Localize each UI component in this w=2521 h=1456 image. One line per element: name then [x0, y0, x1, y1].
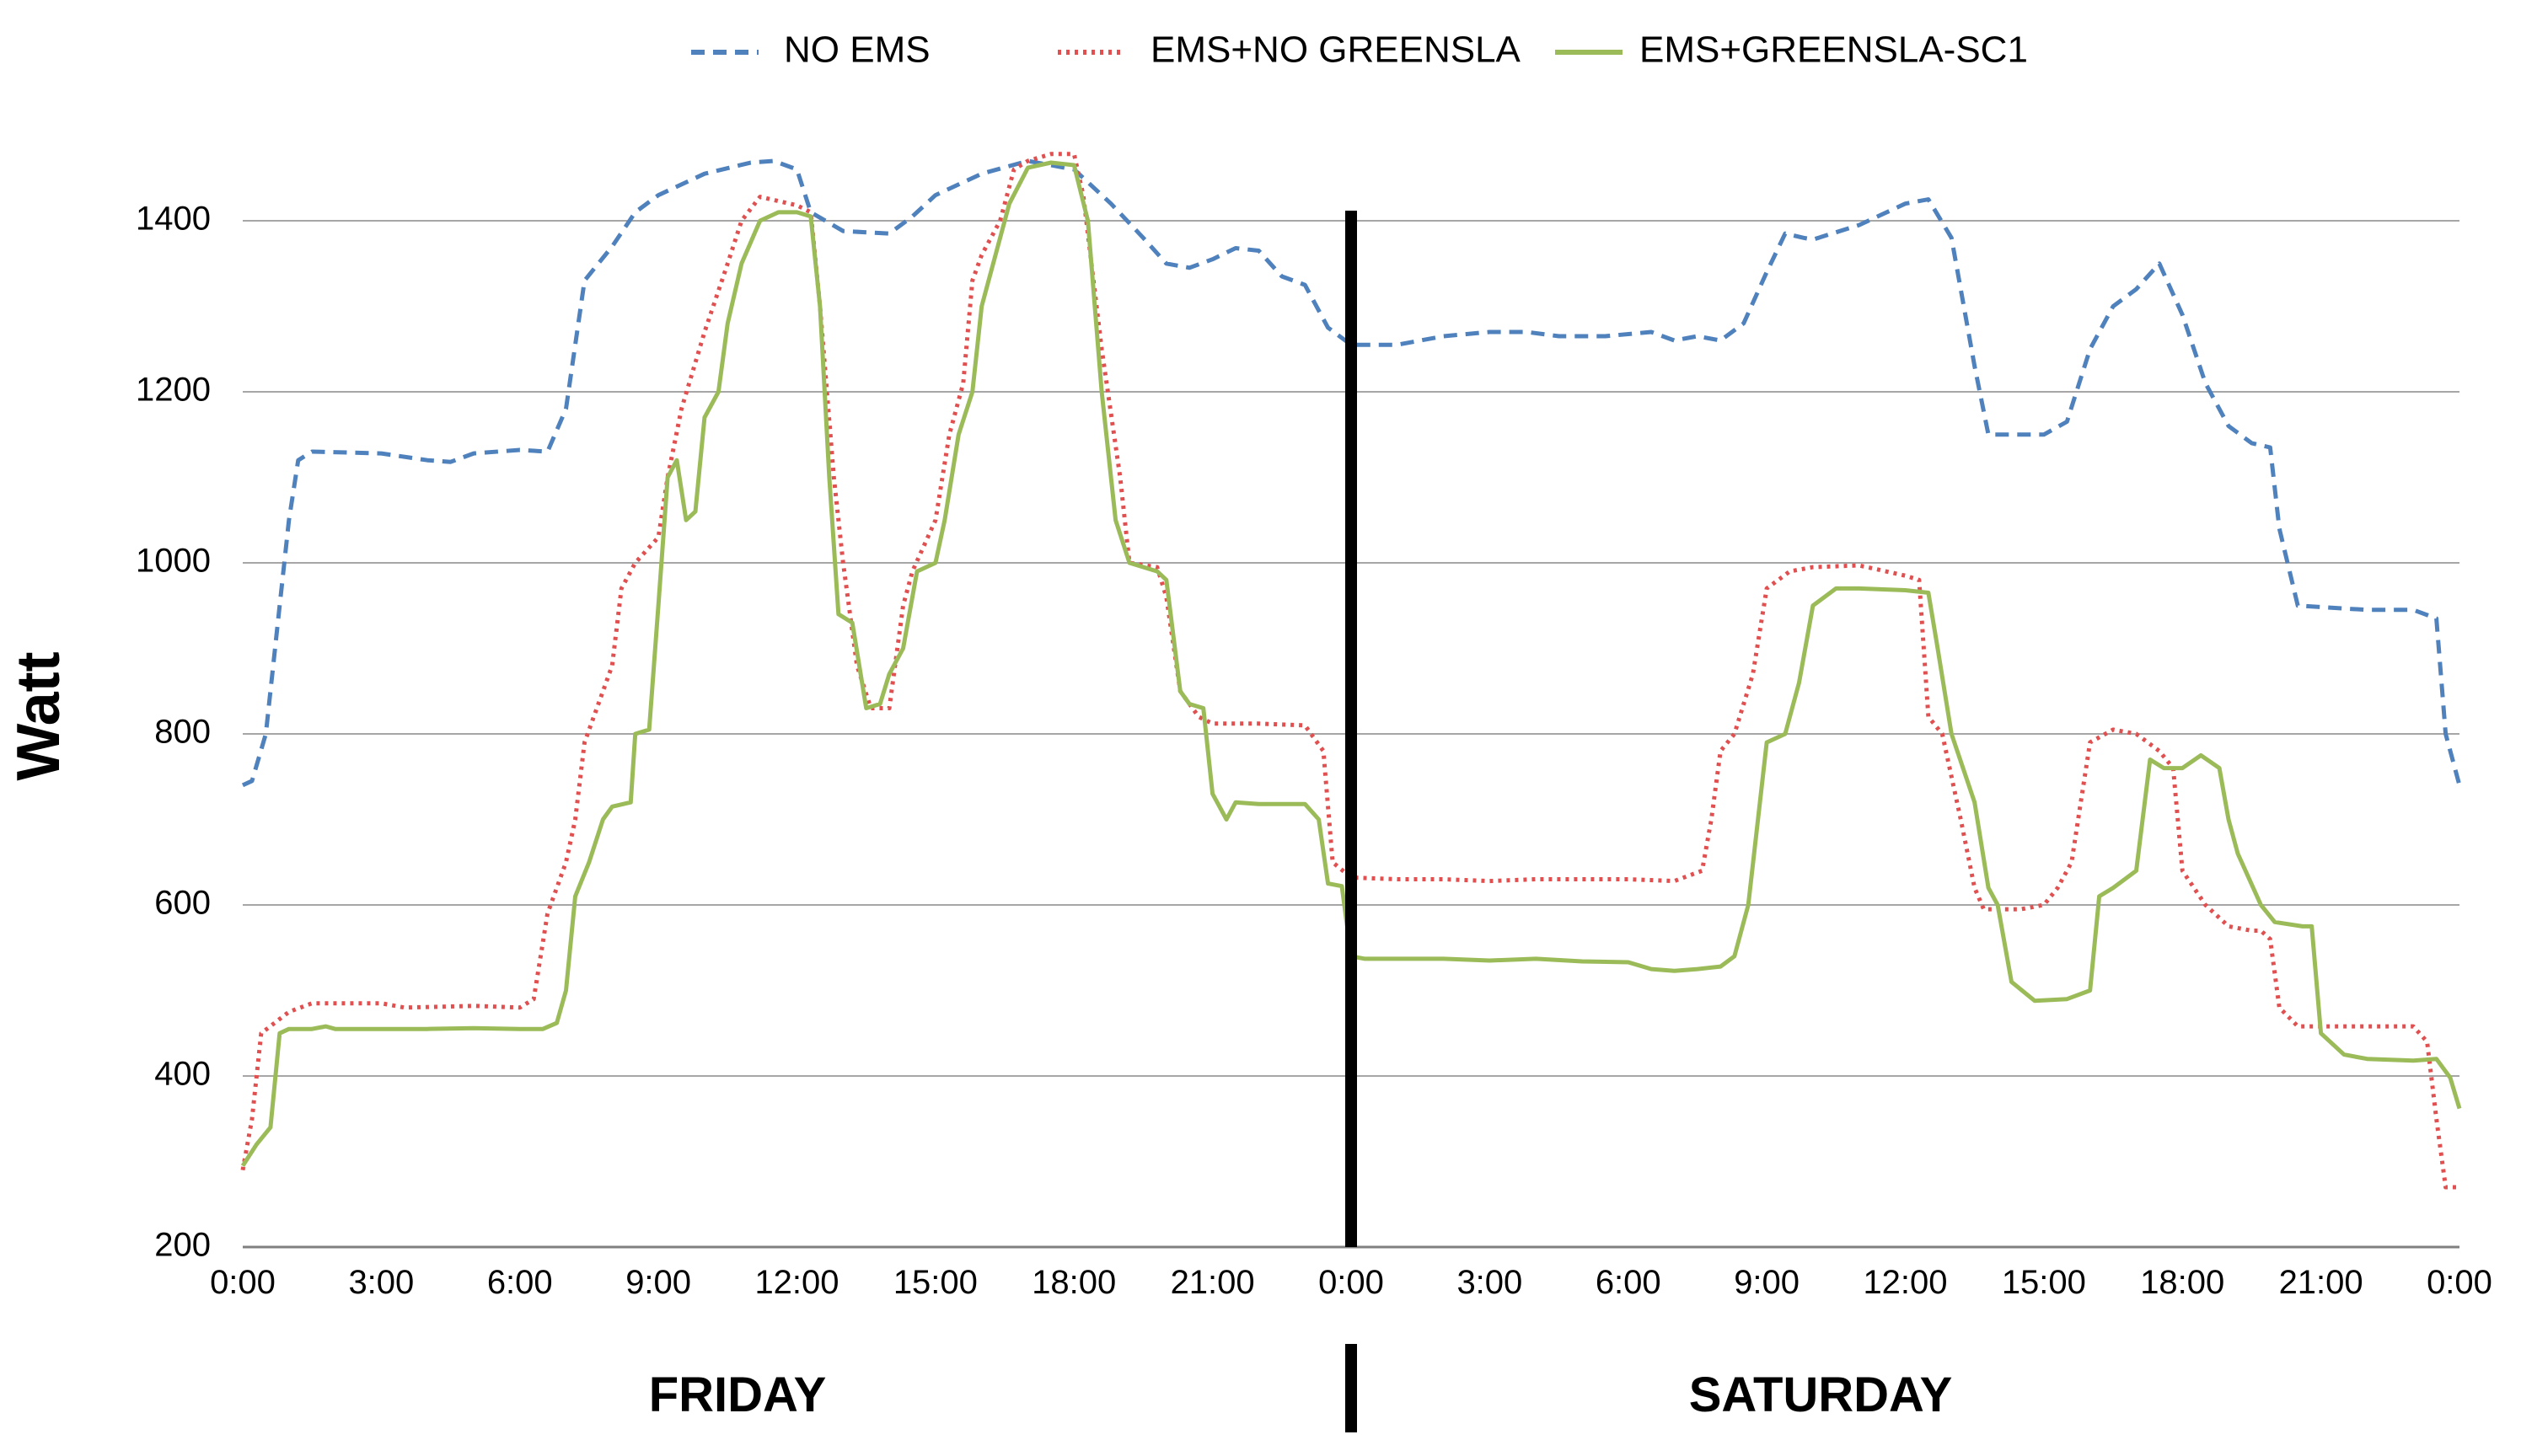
- y-tick-label: 1000: [136, 543, 211, 580]
- x-tick-label: 0:00: [210, 1264, 276, 1301]
- x-tick-label: 21:00: [1171, 1264, 1255, 1301]
- x-tick-label: 6:00: [1596, 1264, 1661, 1301]
- x-axis-ticks: 0:00 3:00 6:00 9:00 12:00 15:00 18:00 21:00 0:00…: [210, 1264, 2492, 1301]
- x-tick-label: 6:00: [487, 1264, 553, 1301]
- x-tick-label: 9:00: [625, 1264, 691, 1301]
- y-tick-label: 200: [154, 1227, 211, 1264]
- x-tick-label: 21:00: [2279, 1264, 2363, 1301]
- x-tick-label: 12:00: [754, 1264, 839, 1301]
- x-tick-label: 12:00: [1863, 1264, 1947, 1301]
- series-line-0: [241, 158, 2462, 788]
- x-tick-label: 3:00: [1456, 1264, 1522, 1301]
- legend: NO EMS EMS+NO GREENSLA EMS+GREENSLA-SC1: [691, 29, 2028, 71]
- y-tick-label: 1400: [136, 201, 211, 238]
- y-tick-label: 800: [154, 714, 211, 751]
- series-line-2: [240, 160, 2462, 1167]
- x-tick-label: 18:00: [2140, 1264, 2224, 1301]
- plot-area: [240, 152, 2462, 1190]
- x-tick-label: 15:00: [2002, 1264, 2086, 1301]
- y-axis-label: Watt: [5, 651, 72, 780]
- series-line-1: [240, 152, 2459, 1190]
- legend-label-no-ems: NO EMS: [784, 29, 931, 71]
- x-tick-label: 9:00: [1734, 1264, 1800, 1301]
- x-tick-label: 0:00: [1318, 1264, 1384, 1301]
- x-tick-label: 18:00: [1032, 1264, 1116, 1301]
- x-tick-label: 15:00: [893, 1264, 978, 1301]
- day-label-friday: FRIDAY: [649, 1368, 827, 1422]
- legend-label-ems-greensla-sc1: EMS+GREENSLA-SC1: [1639, 29, 2028, 71]
- day-label-saturday: SATURDAY: [1689, 1368, 1953, 1422]
- y-axis-ticks: 200 400 600 800 1000 1200 1400: [136, 201, 211, 1264]
- y-tick-label: 1200: [136, 372, 211, 409]
- y-tick-label: 600: [154, 885, 211, 922]
- x-tick-label: 3:00: [348, 1264, 414, 1301]
- x-tick-label: 0:00: [2427, 1264, 2492, 1301]
- legend-label-ems-no-greensla: EMS+NO GREENSLA: [1151, 29, 1521, 71]
- y-tick-label: 400: [154, 1056, 211, 1093]
